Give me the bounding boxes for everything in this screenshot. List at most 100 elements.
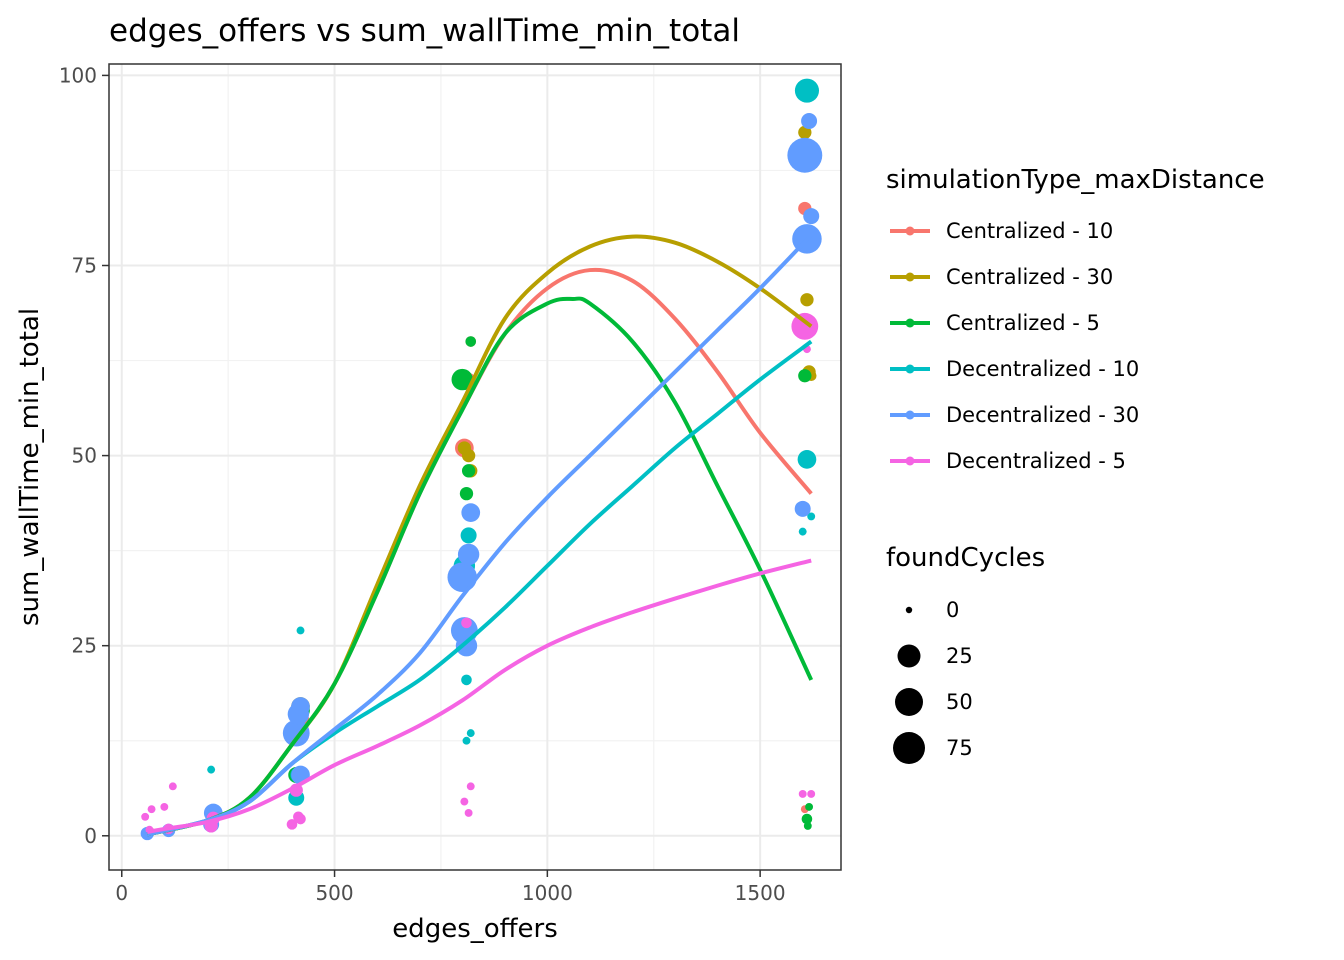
size-legend-title: foundCycles xyxy=(886,543,1045,573)
data-point xyxy=(798,790,807,798)
size-legend-item-25: 25 xyxy=(897,644,973,668)
data-point xyxy=(461,674,472,686)
x-axis-title: edges_offers xyxy=(392,914,558,944)
data-point xyxy=(794,500,811,517)
smooth-lines xyxy=(146,233,814,837)
size-legend-key xyxy=(895,688,923,716)
smooth-line-centralized-5 xyxy=(146,296,814,837)
data-point xyxy=(801,113,818,130)
data-point xyxy=(461,464,476,478)
legend-key-point xyxy=(905,226,915,236)
data-point xyxy=(787,137,823,173)
y-tick-label: 75 xyxy=(72,254,97,278)
y-tick-label: 50 xyxy=(72,444,97,468)
legend-item-centralized-5: Centralized - 5 xyxy=(890,311,1100,335)
data-point xyxy=(464,809,473,817)
data-point xyxy=(291,697,310,716)
legend-label: Decentralized - 10 xyxy=(946,357,1139,381)
y-axis: 0 25 50 75 100 xyxy=(59,63,109,848)
data-point xyxy=(460,527,477,544)
size-legend-label: 25 xyxy=(946,644,973,668)
size-legend-key xyxy=(897,644,921,668)
x-tick-label: 0 xyxy=(115,881,128,905)
data-point xyxy=(147,805,156,814)
data-point xyxy=(168,782,177,791)
data-point xyxy=(800,293,814,307)
color-legend: simulationType_maxDistance Centralized -… xyxy=(886,165,1265,473)
x-axis: 0 500 1000 1500 xyxy=(115,870,786,905)
x-tick-label: 1500 xyxy=(735,881,786,905)
data-point xyxy=(282,719,310,747)
legend-item-decentralized-30: Decentralized - 30 xyxy=(890,403,1139,427)
data-point xyxy=(803,821,812,830)
size-legend-key xyxy=(893,732,925,764)
data-point xyxy=(457,376,472,391)
data-point xyxy=(286,819,298,830)
legend-label: Centralized - 30 xyxy=(946,265,1113,289)
legend-item-decentralized-10: Decentralized - 10 xyxy=(890,357,1139,381)
data-point xyxy=(462,736,471,745)
data-point xyxy=(295,813,306,825)
legend-key-point xyxy=(905,456,915,466)
legend-item-centralized-30: Centralized - 30 xyxy=(890,265,1113,289)
data-point xyxy=(447,562,477,593)
legend-label: Centralized - 5 xyxy=(946,311,1100,335)
data-point xyxy=(465,336,477,347)
size-legend-entries: 0 25 50 75 xyxy=(893,598,973,764)
data-point xyxy=(798,369,812,383)
x-tick-label: 1000 xyxy=(522,881,573,905)
legend-item-centralized-10: Centralized - 10 xyxy=(890,219,1113,243)
data-point xyxy=(460,797,469,806)
legend-key-point xyxy=(905,410,915,420)
data-point xyxy=(457,543,480,566)
y-tick-label: 100 xyxy=(59,63,97,87)
data-point xyxy=(160,802,169,811)
legend-label: Centralized - 10 xyxy=(946,219,1113,243)
data-point xyxy=(807,790,816,798)
data-point xyxy=(803,208,820,225)
size-legend-label: 50 xyxy=(946,690,973,714)
data-point xyxy=(798,125,812,140)
size-legend-item-0: 0 xyxy=(905,598,959,622)
chart-title: edges_offers vs sum_wallTime_min_total xyxy=(109,13,740,49)
data-point xyxy=(461,503,481,522)
legend-key-point xyxy=(905,318,915,328)
size-legend: foundCycles 0 25 50 75 xyxy=(886,543,1045,764)
data-point xyxy=(798,527,807,536)
legend-item-decentralized-5: Decentralized - 5 xyxy=(890,449,1126,473)
size-legend-label: 75 xyxy=(946,736,973,760)
data-point xyxy=(459,486,474,501)
data-point xyxy=(805,802,814,811)
data-point xyxy=(296,626,305,635)
legend-key-point xyxy=(905,272,915,282)
data-point xyxy=(797,450,817,469)
plot-panel xyxy=(108,63,842,871)
smooth-line-decentralized-5 xyxy=(146,558,812,834)
plot-border xyxy=(108,63,842,871)
data-point xyxy=(791,312,819,340)
x-tick-label: 500 xyxy=(315,881,353,905)
size-legend-item-50: 50 xyxy=(895,688,973,716)
legend-label: Decentralized - 30 xyxy=(946,403,1139,427)
data-point xyxy=(141,812,150,821)
data-point xyxy=(801,813,813,825)
data-point xyxy=(461,448,476,463)
color-legend-entries: Centralized - 10 Centralized - 30 Centrali… xyxy=(890,219,1139,473)
size-legend-key xyxy=(905,606,913,614)
data-point xyxy=(207,765,216,774)
data-point xyxy=(794,78,820,103)
y-axis-title: sum_wallTime_min_total xyxy=(15,308,45,626)
y-tick-label: 0 xyxy=(84,824,97,848)
data-point xyxy=(807,512,816,521)
color-legend-title: simulationType_maxDistance xyxy=(886,165,1265,195)
size-legend-label: 0 xyxy=(946,598,959,622)
size-legend-item-75: 75 xyxy=(893,732,973,764)
legend-key-point xyxy=(905,364,915,374)
data-point xyxy=(455,634,478,657)
legend-label: Decentralized - 5 xyxy=(946,449,1126,473)
data-point xyxy=(461,617,472,629)
y-tick-label: 25 xyxy=(72,634,97,658)
smooth-line-decentralized-30 xyxy=(146,233,813,837)
data-point xyxy=(466,729,475,738)
